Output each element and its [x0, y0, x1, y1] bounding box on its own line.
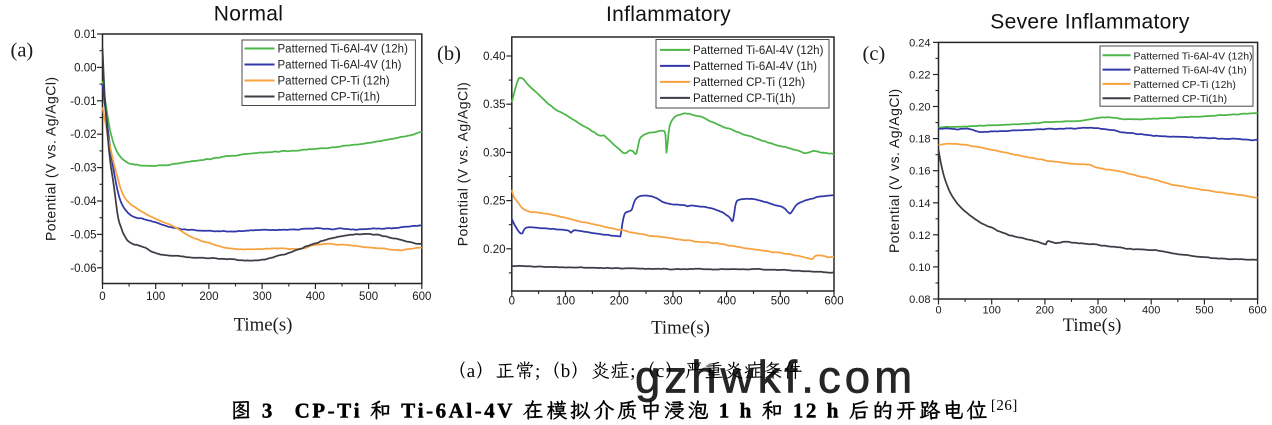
svg-text:100: 100 — [983, 305, 1001, 317]
svg-text:300: 300 — [663, 296, 682, 308]
svg-text:100: 100 — [556, 296, 575, 308]
svg-text:Patterned CP-Ti(1h): Patterned CP-Ti(1h) — [278, 92, 381, 104]
svg-text:-0.01: -0.01 — [70, 96, 96, 108]
svg-text:Time(s): Time(s) — [651, 318, 710, 339]
svg-text:-0.05: -0.05 — [70, 229, 96, 241]
svg-text:0.18: 0.18 — [909, 134, 930, 146]
svg-text:600: 600 — [412, 291, 431, 303]
svg-text:200: 200 — [199, 291, 218, 303]
svg-text:(b): (b) — [437, 43, 461, 65]
svg-text:0.01: 0.01 — [74, 29, 96, 41]
svg-text:600: 600 — [1248, 305, 1266, 317]
svg-text:0.12: 0.12 — [909, 230, 930, 242]
svg-text:-0.02: -0.02 — [70, 129, 96, 141]
svg-text:Patterned CP-Ti (12h): Patterned CP-Ti (12h) — [693, 77, 805, 89]
svg-text:Potential (V vs. Ag/AgCl): Potential (V vs. Ag/AgCl) — [43, 76, 59, 241]
svg-text:Patterned CP-Ti (12h): Patterned CP-Ti (12h) — [278, 76, 390, 88]
svg-text:Patterned Ti-6Al-4V (1h): Patterned Ti-6Al-4V (1h) — [693, 61, 817, 73]
svg-text:0.24: 0.24 — [909, 37, 930, 49]
svg-text:0.10: 0.10 — [909, 262, 930, 274]
svg-text:0.00: 0.00 — [74, 62, 96, 74]
svg-text:0.20: 0.20 — [909, 102, 930, 114]
svg-text:0.25: 0.25 — [483, 196, 505, 208]
svg-text:Potential (V vs. Ag/AgCl): Potential (V vs. Ag/AgCl) — [455, 82, 471, 247]
svg-text:200: 200 — [610, 296, 629, 308]
svg-text:0: 0 — [99, 291, 105, 303]
svg-text:0.40: 0.40 — [483, 51, 505, 63]
svg-text:Patterned CP-Ti (12h): Patterned CP-Ti (12h) — [1134, 79, 1236, 91]
svg-text:0.35: 0.35 — [483, 99, 505, 111]
svg-text:400: 400 — [306, 291, 325, 303]
svg-text:500: 500 — [1195, 305, 1213, 317]
svg-text:Patterned Ti-6Al-4V (1h): Patterned Ti-6Al-4V (1h) — [1134, 65, 1247, 77]
svg-text:Patterned Ti-6Al-4V (1h): Patterned Ti-6Al-4V (1h) — [278, 60, 402, 72]
svg-text:Inflammatory: Inflammatory — [606, 3, 731, 26]
svg-text:0.14: 0.14 — [909, 198, 930, 210]
svg-text:Time(s): Time(s) — [1063, 315, 1122, 336]
svg-text:(a): (a) — [11, 40, 34, 62]
svg-text:Patterned Ti-6Al-4V (12h): Patterned Ti-6Al-4V (12h) — [693, 45, 824, 57]
svg-text:500: 500 — [359, 291, 378, 303]
svg-text:0.08: 0.08 — [909, 294, 930, 306]
svg-text:100: 100 — [146, 291, 165, 303]
svg-text:(c): (c) — [863, 43, 886, 65]
svg-text:0.22: 0.22 — [909, 69, 930, 81]
svg-text:0: 0 — [935, 305, 941, 317]
svg-text:-0.04: -0.04 — [70, 196, 97, 208]
svg-text:400: 400 — [1142, 305, 1160, 317]
svg-text:Normal: Normal — [214, 3, 283, 26]
svg-text:500: 500 — [771, 296, 790, 308]
svg-text:0.20: 0.20 — [483, 244, 505, 256]
svg-text:300: 300 — [253, 291, 272, 303]
svg-text:Severe Inflammatory: Severe Inflammatory — [990, 11, 1190, 34]
svg-text:Patterned Ti-6Al-4V (12h): Patterned Ti-6Al-4V (12h) — [278, 44, 409, 56]
svg-text:Time(s): Time(s) — [234, 315, 293, 336]
svg-text:Patterned CP-Ti(1h): Patterned CP-Ti(1h) — [1134, 93, 1228, 105]
svg-text:-0.03: -0.03 — [70, 163, 96, 175]
svg-text:200: 200 — [1036, 305, 1054, 317]
svg-text:400: 400 — [717, 296, 736, 308]
svg-text:0.16: 0.16 — [909, 166, 930, 178]
svg-text:300: 300 — [1089, 305, 1107, 317]
svg-text:0.30: 0.30 — [483, 147, 505, 159]
svg-text:-0.06: -0.06 — [70, 263, 96, 275]
svg-text:0: 0 — [509, 296, 515, 308]
svg-text:Patterned Ti-6Al-4V (12h): Patterned Ti-6Al-4V (12h) — [1134, 50, 1253, 62]
svg-text:600: 600 — [824, 296, 843, 308]
svg-text:Patterned CP-Ti(1h): Patterned CP-Ti(1h) — [693, 93, 796, 105]
svg-text:gzhwkf.com: gzhwkf.com — [635, 352, 916, 403]
svg-text:Potential (V vs. Ag/AgCl): Potential (V vs. Ag/AgCl) — [886, 88, 902, 253]
